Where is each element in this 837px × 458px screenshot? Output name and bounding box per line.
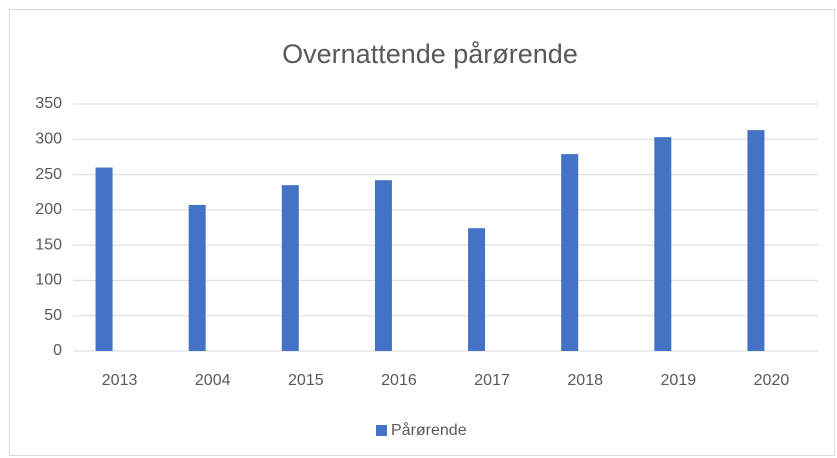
x-tick-label: 2015 <box>288 372 324 389</box>
bar <box>747 130 765 351</box>
y-tick-label: 200 <box>35 201 62 218</box>
bar <box>561 154 579 351</box>
y-tick-label: 350 <box>35 95 62 112</box>
x-tick-label: 2004 <box>195 372 231 389</box>
y-tick-label: 50 <box>44 307 62 324</box>
y-tick-label: 250 <box>35 166 62 183</box>
x-tick-label: 2019 <box>661 372 697 389</box>
bar <box>374 180 392 351</box>
chart-title: Overnattende pårørende <box>282 39 578 69</box>
y-tick-label: 100 <box>35 272 62 289</box>
bar <box>468 228 486 351</box>
bar <box>188 204 206 351</box>
chart-frame <box>9 9 835 456</box>
y-tick-label: 150 <box>35 236 62 253</box>
bar <box>654 137 672 351</box>
x-tick-label: 2016 <box>381 372 417 389</box>
y-tick-label: 300 <box>35 131 62 148</box>
x-tick-label: 2020 <box>754 372 790 389</box>
legend-label: Pårørende <box>391 421 467 439</box>
bar <box>95 167 113 351</box>
x-tick-label: 2013 <box>102 372 138 389</box>
y-tick-label: 0 <box>53 342 62 359</box>
bar <box>281 185 299 351</box>
x-tick-label: 2017 <box>474 372 510 389</box>
x-tick-label: 2018 <box>567 372 603 389</box>
legend-swatch <box>376 425 387 436</box>
